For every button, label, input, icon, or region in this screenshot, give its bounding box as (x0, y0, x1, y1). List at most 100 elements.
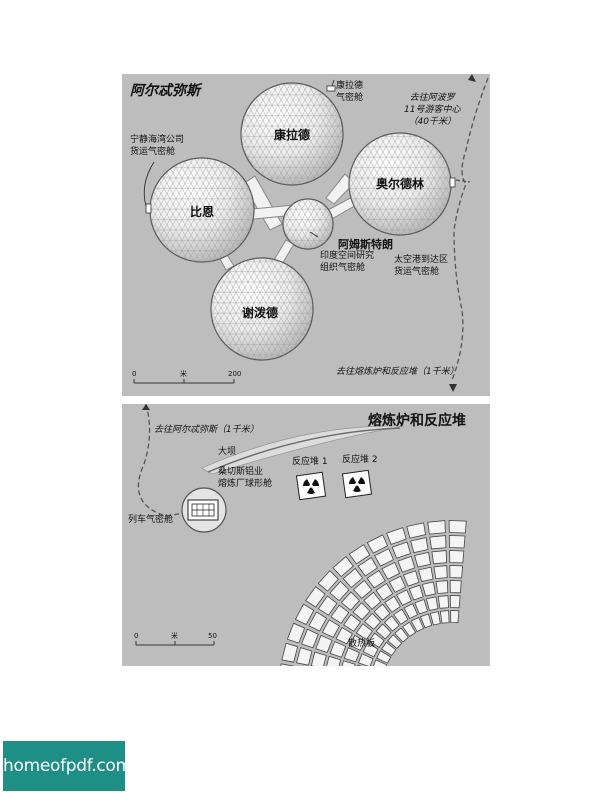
radiator-panel (363, 612, 382, 630)
radiator-panel (394, 627, 409, 643)
spaceport-airlock-marker (449, 177, 456, 188)
sphere-label-bean: 比恩 (190, 205, 215, 219)
radiator-panels (280, 520, 467, 666)
radiator-panel (450, 610, 460, 624)
radiator-panel (381, 641, 397, 657)
india-airlock-label: 印度空间研究 组织气密舱 (320, 251, 375, 273)
road-dashed (451, 77, 489, 381)
radiator-panel (280, 663, 294, 666)
radiator-panel (343, 647, 360, 663)
radiator-panel (315, 634, 333, 653)
radiator-panel (301, 628, 319, 649)
radiator-panel (403, 603, 419, 620)
radiator-label: 散热板 (348, 639, 376, 649)
radiator-panel (373, 603, 391, 621)
leader-lines (143, 79, 335, 238)
radiator-panel (310, 651, 327, 666)
radiator-panel (317, 595, 338, 616)
rail-track-dashed (137, 404, 187, 517)
scale-bar-bottom (135, 641, 215, 646)
radiator-panel (439, 610, 450, 624)
radiator-panel (397, 555, 416, 573)
sanchez-smelter-label: 桑切斯铝业 熔炼厂球形舱 (218, 467, 273, 489)
radiator-panel (448, 520, 467, 534)
radiator-panel (375, 623, 392, 640)
radiator-panel (332, 556, 354, 578)
arrow-to-apollo (468, 74, 476, 82)
smelter-sphere (181, 487, 227, 533)
radiator-panel (429, 611, 441, 626)
radiator-panel (425, 596, 439, 611)
radiator-panel (449, 565, 464, 579)
radiator-panel (402, 570, 420, 587)
radiator-panel (449, 580, 462, 594)
radiator-panel (437, 595, 449, 609)
radiator-panel (381, 561, 401, 580)
sphere-label-kangrade: 康拉德 (274, 128, 311, 142)
radiator-panel (363, 591, 382, 610)
radiator-panel (317, 570, 339, 592)
sphere-bean (149, 157, 255, 263)
radiator-panel (435, 580, 449, 594)
radiator-panel (305, 586, 326, 608)
radiator-panel (286, 622, 306, 644)
sphere-armstrong (282, 198, 334, 250)
radiator-panel (329, 580, 350, 602)
radiator-panel (342, 567, 364, 589)
reactor-2 (341, 469, 373, 499)
radiator-panel (308, 611, 328, 632)
radiator-panel (383, 615, 400, 632)
radiator-panel (419, 613, 433, 629)
radiator-panel (281, 642, 299, 663)
spaceport-airlock-label: 太空港到达区 货运气密舱 (394, 255, 449, 277)
sphere-label-shepard: 谢泼德 (242, 306, 279, 320)
scale-start-bottom: 0 (134, 632, 139, 640)
radiator-panel (343, 613, 362, 632)
radiator-panel (352, 602, 371, 621)
radiator-panel (396, 589, 413, 606)
arrow-to-smelter (449, 384, 457, 392)
radiator-panel (418, 566, 434, 582)
smelter-reactor-map: 熔炼炉和反应堆 去往阿尔忒弥斯（1千米） 大坝 桑切斯铝业 熔炼厂球形舱 列车气… (122, 404, 490, 666)
radiator-panel (388, 575, 407, 593)
scale-start-top: 0 (132, 370, 137, 378)
to-smelter-label: 去往熔炼炉和反应堆（1千米） (336, 367, 459, 377)
radiator-panel (357, 664, 363, 666)
radiator-panel (427, 520, 446, 535)
smelter-map-drawing (135, 404, 467, 666)
scale-end-bottom: 50 (208, 632, 217, 640)
sphere-aldrin (348, 132, 452, 236)
watermark-banner: homeofpdf.com (3, 741, 132, 791)
radiator-panel (321, 619, 341, 638)
to-artemis-label: 去往阿尔忒弥斯（1千米） (154, 425, 259, 435)
radiator-panel (374, 548, 395, 567)
radiator-panel (362, 642, 379, 658)
arrow-to-artemis (142, 404, 150, 410)
scale-end-top: 200 (228, 370, 242, 378)
radiator-panel (421, 581, 436, 597)
radiator-panel (352, 579, 373, 599)
radiator-panel (408, 584, 424, 601)
radiator-panel (448, 535, 466, 549)
radiator-panel (355, 623, 373, 640)
sphere-label-aldrin: 奥尔德林 (376, 177, 425, 191)
sphere-label-armstrong: 阿姆斯特朗 (338, 238, 393, 251)
scale-bar-top (133, 379, 235, 384)
reactor-1-label: 反应堆 1 (292, 457, 328, 467)
radiator-panel (431, 550, 448, 565)
sphere-kangrade (240, 82, 344, 186)
radiator-panel (414, 598, 428, 615)
radiator-panel (335, 626, 353, 645)
radiator-panel (296, 647, 313, 666)
radiator-panel (340, 591, 361, 611)
radiator-panel (449, 550, 465, 564)
radiator-panel (410, 537, 429, 554)
reactor-2-label: 反应堆 2 (342, 455, 378, 465)
radiator-panel (449, 595, 461, 609)
artemis-title: 阿尔忒弥斯 (130, 83, 200, 99)
radiator-panel (357, 557, 378, 577)
radiator-panel (341, 660, 356, 666)
radiator-panel (414, 551, 431, 568)
dam-label: 大坝 (218, 447, 237, 457)
to-apollo-label: 去往阿波罗 11号游客中心 （40千米） (404, 93, 461, 127)
